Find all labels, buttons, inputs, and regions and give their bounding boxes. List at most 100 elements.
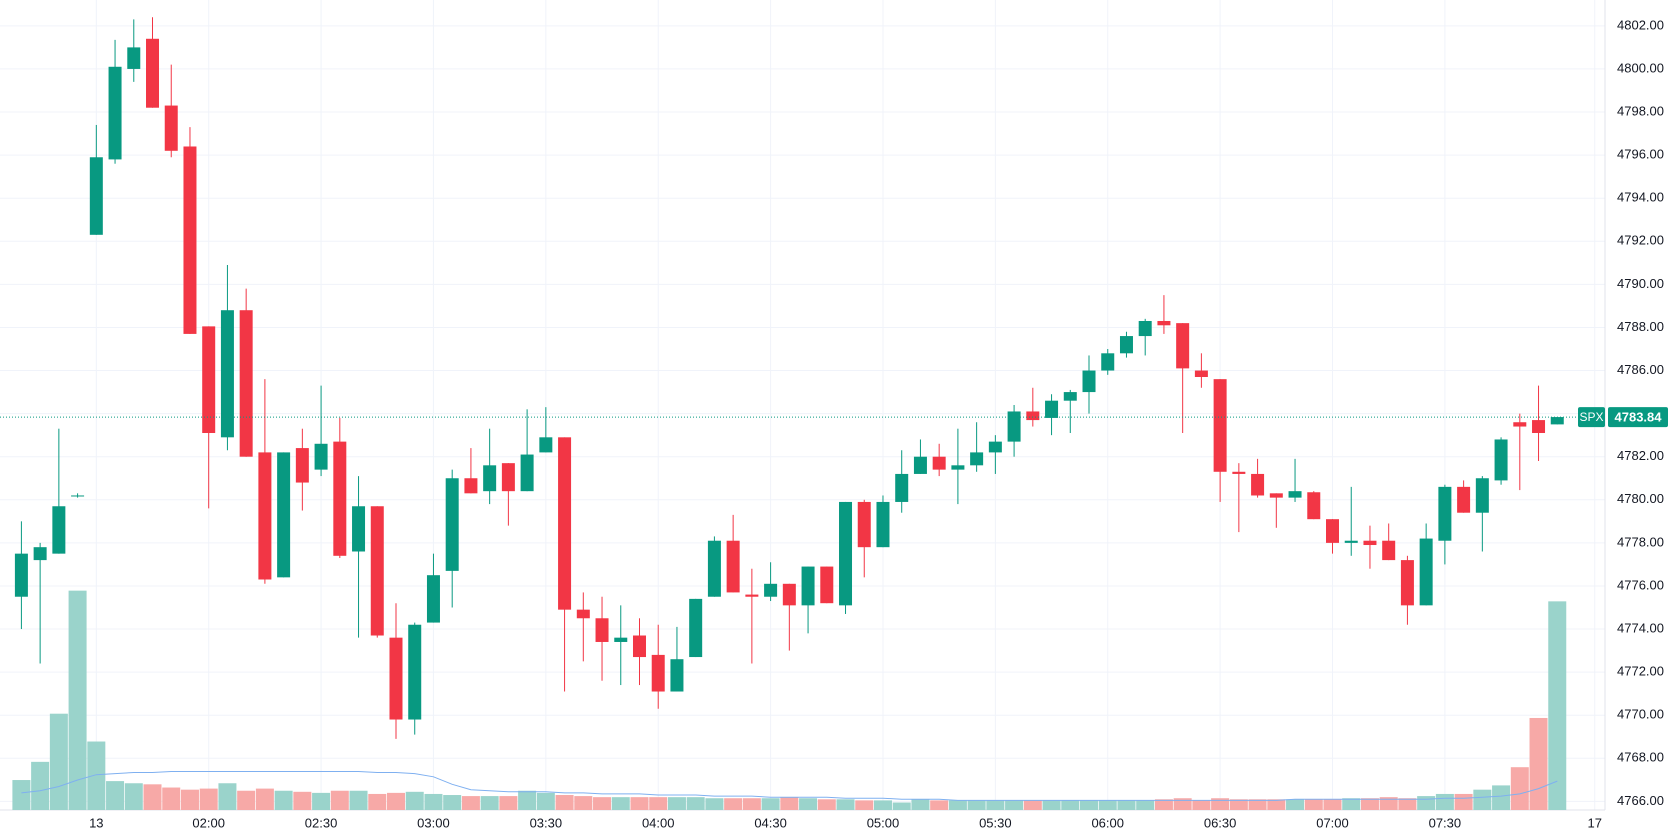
- volume-bar: [1342, 798, 1361, 810]
- volume-bar: [499, 796, 518, 810]
- candle-body: [52, 506, 66, 554]
- volume-bar: [1379, 797, 1398, 810]
- candle-body: [1363, 540, 1377, 546]
- volume-bar: [574, 796, 593, 810]
- volume-bar: [1248, 799, 1267, 810]
- candle-body: [651, 654, 665, 692]
- candle-body: [576, 609, 590, 619]
- y-tick-label: 4766.00: [1617, 793, 1664, 808]
- volume-bar: [892, 802, 911, 810]
- volume-bar: [143, 784, 162, 810]
- y-tick-label: 4796.00: [1617, 147, 1664, 162]
- volume-bar: [461, 796, 480, 810]
- candle-body: [1419, 538, 1433, 606]
- price-tag: [1608, 407, 1668, 428]
- x-tick-label: 06:30: [1204, 815, 1237, 830]
- candle-body: [1251, 473, 1265, 496]
- volume-bar: [12, 780, 31, 810]
- volume-bar: [1229, 799, 1248, 810]
- volume-bar: [705, 798, 724, 810]
- candle-body: [464, 478, 478, 494]
- candle-body: [1176, 323, 1190, 369]
- candle-body: [146, 38, 160, 108]
- x-tick-label: 05:00: [867, 815, 900, 830]
- volume-bar: [387, 792, 405, 810]
- candle-body: [764, 583, 778, 597]
- volume-bar: [1154, 799, 1173, 810]
- volume-bar: [1323, 799, 1342, 810]
- candle-body: [857, 501, 871, 548]
- y-tick-label: 4790.00: [1617, 276, 1664, 291]
- candle-body: [33, 547, 47, 561]
- volume-bar: [555, 795, 574, 810]
- volume-bar: [518, 790, 537, 810]
- x-tick-label: 06:00: [1091, 815, 1124, 830]
- volume-bar: [1267, 799, 1286, 810]
- volume-bar: [199, 788, 218, 810]
- volume-bar: [31, 761, 50, 810]
- candle-body: [670, 659, 684, 692]
- x-tick-label: 17: [1587, 815, 1601, 830]
- volume-bar: [1042, 800, 1061, 810]
- candle-body: [707, 540, 721, 597]
- volume-bar: [1473, 789, 1492, 810]
- candle-body: [1513, 422, 1527, 427]
- symbol-tag: [1578, 407, 1605, 428]
- volume-bar: [780, 797, 799, 810]
- volume-bar: [274, 790, 293, 810]
- volume-bar: [761, 798, 780, 810]
- candle-body: [483, 465, 497, 492]
- volume-bar: [1435, 793, 1454, 810]
- volume-bar: [405, 791, 424, 810]
- y-tick-label: 4770.00: [1617, 707, 1664, 722]
- candle-body: [89, 157, 103, 235]
- candle-body: [71, 495, 85, 497]
- volume-bar: [1510, 767, 1529, 810]
- volume-bar: [1117, 800, 1136, 810]
- candle-body: [970, 452, 984, 466]
- y-tick-label: 4768.00: [1617, 750, 1664, 765]
- candle-body: [333, 441, 347, 556]
- candle-body: [595, 618, 609, 642]
- candle-body: [1326, 519, 1339, 543]
- volume-bar: [1529, 717, 1548, 810]
- volume-bar: [180, 789, 199, 810]
- y-tick-label: 4774.00: [1617, 620, 1664, 635]
- candle-body: [314, 443, 328, 470]
- candle-body: [1045, 400, 1059, 418]
- candle-body: [1307, 492, 1321, 520]
- volume-bar: [1192, 800, 1211, 810]
- volume-bar: [1173, 798, 1192, 810]
- volume-bar: [349, 790, 368, 810]
- candle-body: [539, 437, 553, 453]
- candle-body: [632, 635, 646, 658]
- volume-bar: [667, 797, 686, 810]
- candle-body: [258, 452, 272, 580]
- y-tick-label: 4802.00: [1617, 17, 1664, 32]
- y-tick-label: 4776.00: [1617, 577, 1664, 592]
- volume-bar: [255, 788, 274, 810]
- candle-body: [1157, 320, 1171, 326]
- volume-bar: [1136, 800, 1155, 810]
- candle-body: [1532, 420, 1546, 434]
- candle-body: [558, 437, 572, 610]
- candle-body: [1457, 486, 1471, 513]
- volume-bar: [443, 795, 462, 810]
- candle-body: [1232, 471, 1246, 474]
- volume-bar: [967, 800, 986, 810]
- volume-bar: [1211, 798, 1230, 810]
- candle-body: [1382, 540, 1396, 561]
- volume-bar: [1398, 798, 1417, 810]
- candle-body: [689, 598, 703, 658]
- volume-bar: [593, 797, 612, 810]
- candle-body: [801, 566, 815, 606]
- volume-bar: [855, 800, 874, 810]
- candle-body: [876, 501, 890, 548]
- y-tick-label: 4788.00: [1617, 319, 1664, 334]
- candle-body: [1550, 417, 1564, 425]
- volume-bar: [686, 797, 705, 810]
- volume-bar: [873, 800, 892, 810]
- y-tick-label: 4794.00: [1617, 190, 1664, 205]
- candle-body: [1400, 560, 1414, 606]
- volume-bar: [911, 799, 930, 810]
